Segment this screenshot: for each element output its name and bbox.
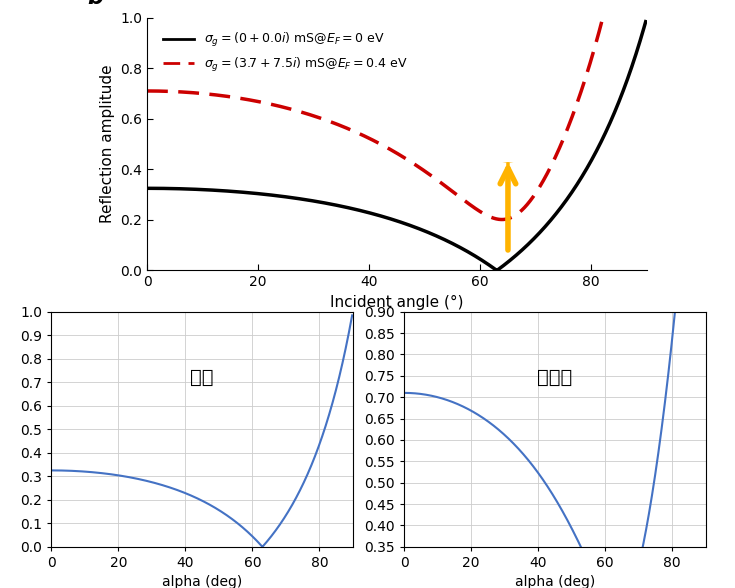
X-axis label: Incident angle (°): Incident angle (°) — [330, 295, 464, 310]
X-axis label: alpha (deg): alpha (deg) — [514, 576, 595, 588]
Legend: $\sigma_g = (0+0.0i)$ mS@$E_F = 0$ eV, $\sigma_g = (3.7+7.5i)$ mS@$E_F = 0.4$ eV: $\sigma_g = (0+0.0i)$ mS@$E_F = 0$ eV, $… — [158, 26, 413, 79]
Text: b: b — [87, 0, 103, 8]
Text: 红虚线: 红虚线 — [537, 368, 573, 387]
X-axis label: alpha (deg): alpha (deg) — [162, 576, 243, 588]
Y-axis label: Reflection amplitude: Reflection amplitude — [99, 65, 115, 223]
Text: 黑线: 黑线 — [190, 368, 214, 387]
